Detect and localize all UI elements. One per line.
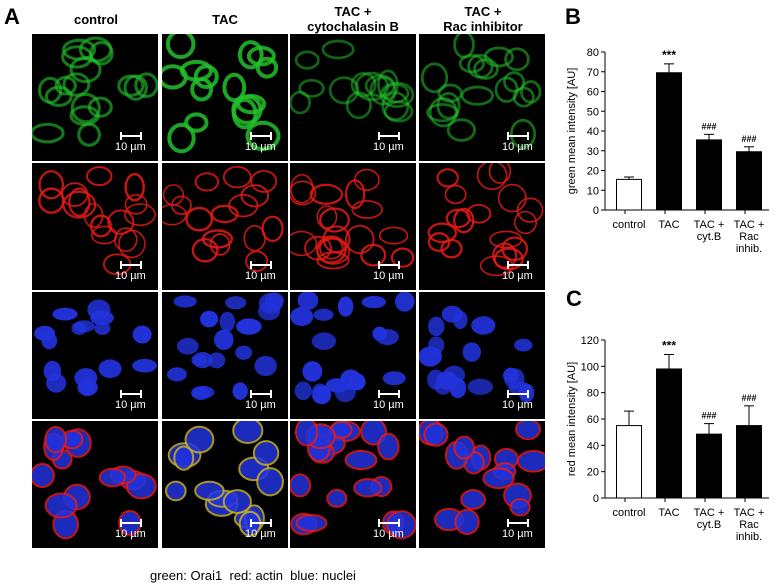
bar-1 — [656, 368, 682, 499]
scale-bar-label: 10 µm — [115, 399, 146, 411]
column-title-cytochalasin: TAC + cytochalasin B — [307, 4, 399, 34]
stain-legend-caption: green: Orai1 red: actin blue: nuclei — [150, 568, 356, 583]
significance-label: *** — [662, 338, 676, 352]
y-tick-label: 50 — [587, 106, 599, 118]
bar-0 — [616, 178, 642, 211]
chart-b-svg: 0 10 20 30 40 50 60 70 80 green mean intensity [A… — [566, 47, 769, 255]
scale-bar-label: 10 µm — [245, 270, 276, 282]
significance-label: ### — [741, 134, 756, 144]
panel-b-letter: B — [565, 4, 581, 29]
panel-c-letter: C — [566, 286, 582, 311]
column-title-tac: TAC — [212, 12, 238, 27]
micrograph-blue-2: 10 µm — [290, 292, 416, 419]
bar-3 — [736, 151, 762, 211]
micrograph-blue-3: 10 µm — [419, 292, 545, 419]
micrograph-red-0: 10 µm — [32, 163, 158, 290]
micrograph-blue-1: 10 µm — [162, 292, 288, 419]
column-title-control: control — [73, 12, 119, 27]
chart-c: 0 20 40 60 80 100 120 red mean intensity [AU] co… — [555, 318, 779, 563]
scale-bar-label: 10 µm — [373, 399, 404, 411]
y-axis-label: red mean intensity [AU] — [566, 362, 578, 476]
micrograph-merge-1: 10 µm — [162, 421, 288, 548]
panel-a-letter: A — [4, 4, 20, 29]
y-tick-label: 20 — [587, 467, 599, 479]
y-tick-label: 30 — [587, 146, 599, 158]
significance-label: *** — [662, 48, 676, 62]
micrograph-green-1: 10 µm — [162, 34, 288, 161]
x-tick-label: TAC + Rac inhib. — [734, 507, 765, 543]
micrograph-green-3: 10 µm — [419, 34, 545, 161]
x-tick-label: TAC — [658, 507, 679, 519]
y-tick-label: 60 — [587, 87, 599, 99]
scale-bar-label: 10 µm — [115, 141, 146, 153]
micrograph-red-3: 10 µm — [419, 163, 545, 290]
x-tick-label: control — [612, 507, 645, 519]
y-tick-label: 100 — [581, 361, 599, 373]
scale-bar-label: 10 µm — [115, 528, 146, 540]
chart-b: 0 10 20 30 40 50 60 70 80 green mean intensity [A… — [555, 30, 779, 275]
scale-bar-label: 10 µm — [373, 141, 404, 153]
y-tick-label: 60 — [587, 414, 599, 426]
bar-0 — [616, 425, 642, 499]
scale-bar-label: 10 µm — [502, 141, 533, 153]
chart-c-svg: 0 20 40 60 80 100 120 red mean intensity [AU] co… — [566, 335, 769, 543]
y-tick-label: 40 — [587, 440, 599, 452]
y-tick-label: 80 — [587, 388, 599, 400]
scale-bar-label: 10 µm — [502, 399, 533, 411]
x-tick-label: TAC — [658, 219, 679, 231]
scale-bar-label: 10 µm — [373, 528, 404, 540]
micrograph-merge-2: 10 µm — [290, 421, 416, 548]
scale-bar-label: 10 µm — [502, 528, 533, 540]
y-tick-label: 120 — [581, 335, 599, 347]
scale-bar-label: 10 µm — [245, 141, 276, 153]
bar-2 — [696, 139, 722, 211]
micrograph-green-0: 10 µm — [32, 34, 158, 161]
scale-bar-label: 10 µm — [373, 270, 404, 282]
scale-bar-label: 10 µm — [245, 399, 276, 411]
scale-bar-label: 10 µm — [115, 270, 146, 282]
micrograph-green-2: 10 µm — [290, 34, 416, 161]
bar-2 — [696, 433, 722, 499]
x-tick-label: TAC + cyt.B — [694, 219, 725, 243]
bar-1 — [656, 72, 682, 211]
y-axis-label: green mean intensity [AU] — [566, 68, 578, 195]
significance-label: ### — [701, 121, 716, 131]
y-tick-label: 0 — [593, 205, 599, 217]
micrograph-red-2: 10 µm — [290, 163, 416, 290]
y-tick-label: 20 — [587, 166, 599, 178]
x-tick-label: control — [612, 219, 645, 231]
significance-label: ### — [701, 411, 716, 421]
bar-3 — [736, 425, 762, 499]
x-tick-label: TAC + cyt.B — [694, 507, 725, 531]
y-tick-label: 80 — [587, 47, 599, 59]
micrograph-blue-0: 10 µm — [32, 292, 158, 419]
y-tick-label: 0 — [593, 493, 599, 505]
y-tick-label: 40 — [587, 126, 599, 138]
y-tick-label: 70 — [587, 67, 599, 79]
scale-bar-label: 10 µm — [502, 270, 533, 282]
y-tick-label: 10 — [587, 185, 599, 197]
micrograph-merge-0: 10 µm — [32, 421, 158, 548]
micrograph-red-1: 10 µm — [162, 163, 288, 290]
scale-bar-label: 10 µm — [245, 528, 276, 540]
column-title-rac-inhibitor: TAC + Rac inhibitor — [443, 4, 523, 34]
x-tick-label: TAC + Rac inhib. — [734, 219, 765, 255]
significance-label: ### — [741, 393, 756, 403]
micrograph-merge-3: 10 µm — [419, 421, 545, 548]
